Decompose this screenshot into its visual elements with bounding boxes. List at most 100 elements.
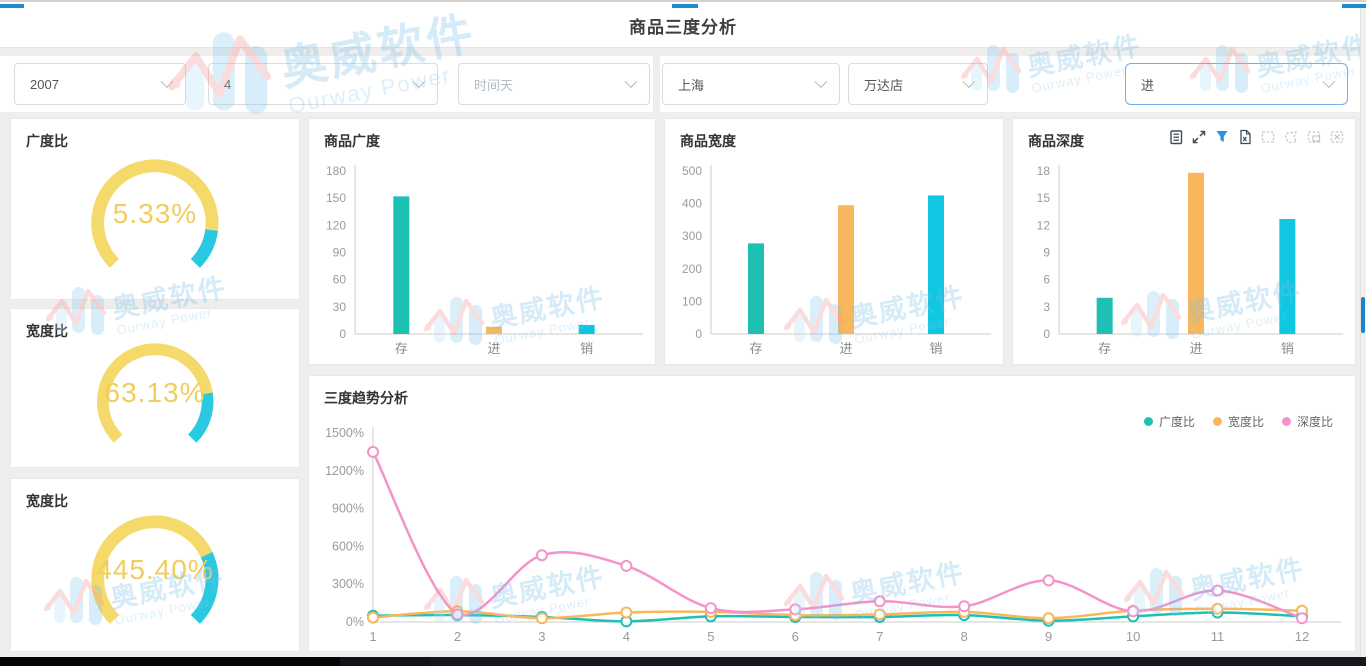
filter-time-granularity-dropdown[interactable]: 时间天	[458, 63, 650, 105]
svg-text:60: 60	[333, 273, 347, 287]
svg-text:进: 进	[487, 341, 500, 356]
svg-text:存: 存	[749, 341, 762, 356]
card-toolbar	[1168, 129, 1345, 145]
gauge-value: 63.13%	[104, 376, 206, 408]
svg-text:900%: 900%	[332, 502, 364, 516]
svg-text:1200%: 1200%	[325, 464, 364, 478]
svg-text:存: 存	[395, 341, 408, 356]
bar-chart: 0 100 200 300 400 500 存 进 销	[665, 119, 1003, 364]
chevron-down-icon	[1322, 74, 1336, 88]
svg-text:9: 9	[1043, 246, 1050, 260]
svg-text:6: 6	[1043, 273, 1050, 287]
svg-text:进: 进	[1189, 341, 1202, 356]
filter-icon[interactable]	[1214, 129, 1230, 145]
card-title: 广度比	[26, 133, 68, 149]
card-title: 商品宽度	[680, 133, 736, 149]
top-strip-segment	[1342, 4, 1366, 10]
gauge-card-breadth-ratio: 广度比 5.33%	[10, 118, 300, 300]
lasso-select-icon[interactable]	[1283, 129, 1299, 145]
svg-text:销: 销	[929, 341, 942, 356]
legend-dot	[1212, 417, 1222, 426]
gauge-value: 5.33%	[112, 198, 198, 230]
page-title: 商品三度分析	[629, 18, 737, 37]
svg-text:3: 3	[538, 629, 545, 644]
chart-legend: 广度比 宽度比 深度比	[1143, 413, 1333, 430]
svg-text:12: 12	[1037, 218, 1051, 232]
top-progress-strip	[0, 0, 1366, 10]
export-excel-icon[interactable]	[1237, 129, 1253, 145]
line-chart: 0% 300% 600% 900% 1200% 1500% 1 2 3 4 5 6 7 8 9 10 11 12	[309, 376, 1355, 651]
bar-card-product-breadth: 商品广度 0 30 60 90 120 150 180 存 进 销	[308, 118, 656, 365]
bar-chart: 0 30 60 90 120 150 180 存 进 销	[309, 119, 655, 364]
svg-text:90: 90	[333, 246, 347, 260]
svg-text:0: 0	[339, 327, 346, 341]
filter-city-value: 上海	[678, 77, 705, 93]
card-title: 三度趋势分析	[324, 390, 408, 406]
filter-month-value: 4	[224, 76, 232, 92]
region-select-icon[interactable]	[1306, 129, 1322, 145]
gauge-chart	[11, 333, 299, 463]
card-title: 宽度比	[26, 493, 68, 509]
svg-text:3: 3	[1043, 300, 1050, 314]
svg-text:8: 8	[961, 629, 968, 644]
svg-text:0: 0	[1043, 327, 1050, 341]
svg-text:6: 6	[792, 629, 799, 644]
top-strip-segment	[0, 4, 24, 10]
svg-text:120: 120	[326, 218, 346, 232]
legend-dot	[1143, 417, 1153, 426]
filter-metric-value: 进	[1141, 77, 1155, 93]
svg-text:1500%: 1500%	[325, 426, 364, 440]
bottom-window-edge	[0, 657, 1366, 666]
filter-year-value: 2007	[30, 76, 59, 92]
svg-text:400: 400	[682, 197, 702, 211]
svg-text:11: 11	[1211, 629, 1225, 644]
top-strip-segment	[672, 4, 698, 10]
chevron-down-icon	[814, 74, 828, 88]
gauge-card-width-ratio-2: 宽度比 445.40%	[10, 478, 300, 652]
filter-month-dropdown[interactable]: 4	[208, 63, 438, 105]
bottom-bar-segment	[430, 657, 1366, 666]
rect-select-icon[interactable]	[1260, 129, 1276, 145]
legend-item-depth-ratio[interactable]: 深度比	[1281, 413, 1333, 430]
chevron-down-icon	[160, 74, 174, 88]
bar-chart: 0 3 6 9 12 15 18 存 进 销	[1013, 119, 1355, 364]
card-title: 宽度比	[26, 323, 68, 339]
chevron-down-icon	[962, 74, 976, 88]
trend-card-three-dimension: 三度趋势分析 广度比 宽度比 深度比 0% 300% 600% 900% 1200% 15…	[308, 375, 1356, 652]
svg-text:销: 销	[580, 341, 593, 356]
svg-text:30: 30	[333, 300, 347, 314]
legend-item-breadth-ratio[interactable]: 广度比	[1143, 413, 1195, 430]
svg-text:0%: 0%	[346, 615, 364, 629]
filter-metric-dropdown[interactable]: 进	[1125, 63, 1348, 105]
svg-text:300: 300	[682, 229, 702, 243]
svg-text:2: 2	[454, 629, 461, 644]
legend-label: 深度比	[1296, 415, 1333, 429]
legend-dot	[1281, 417, 1291, 426]
svg-text:销: 销	[1281, 341, 1294, 356]
svg-text:300%: 300%	[332, 577, 364, 591]
svg-text:18: 18	[1037, 164, 1051, 178]
fullscreen-icon[interactable]	[1191, 129, 1207, 145]
bottom-bar-segment	[0, 657, 340, 666]
clear-selection-icon[interactable]	[1329, 129, 1345, 145]
svg-text:0: 0	[695, 327, 702, 341]
card-title: 商品广度	[324, 133, 380, 149]
svg-text:100: 100	[682, 294, 702, 308]
svg-text:7: 7	[876, 629, 883, 644]
scrollbar-track	[1360, 8, 1366, 657]
svg-text:200: 200	[682, 262, 702, 276]
filter-store-dropdown[interactable]: 万达店	[848, 63, 988, 105]
data-view-icon[interactable]	[1168, 129, 1184, 145]
svg-text:12: 12	[1295, 629, 1309, 644]
bar-card-product-depth: 商品深度 0 3 6 9 12 15 18 存 进 销	[1012, 118, 1356, 365]
filter-city-dropdown[interactable]: 上海	[662, 63, 840, 105]
scrollbar-thumb[interactable]	[1361, 297, 1365, 333]
gauge-chart	[11, 503, 299, 647]
filter-year-dropdown[interactable]: 2007	[14, 63, 186, 105]
chevron-down-icon	[412, 74, 426, 88]
legend-item-width-ratio[interactable]: 宽度比	[1212, 413, 1264, 430]
svg-text:9: 9	[1045, 629, 1052, 644]
svg-text:500: 500	[682, 164, 702, 178]
chevron-down-icon	[624, 74, 638, 88]
